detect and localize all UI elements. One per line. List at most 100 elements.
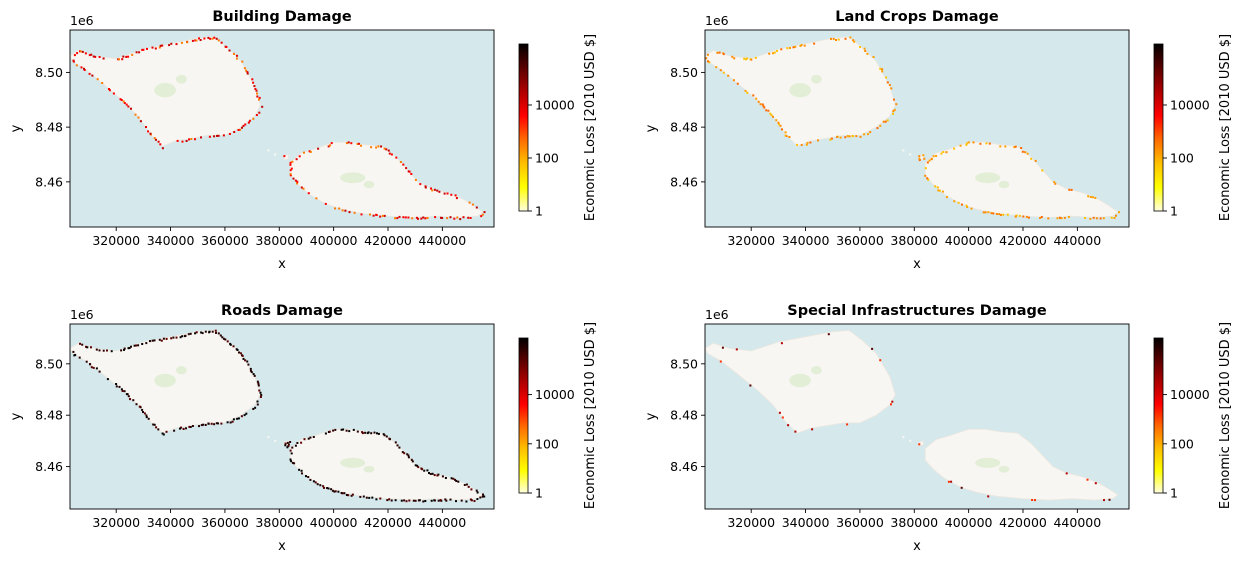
damage-pixel <box>252 373 255 376</box>
damage-pixel <box>145 342 148 345</box>
damage-pixel <box>286 441 289 444</box>
y-axis-label: y <box>9 412 24 420</box>
damage-pixel <box>296 442 299 444</box>
damage-pixel <box>208 330 211 333</box>
damage-pixel <box>130 345 132 348</box>
map-panel-1: Building Damage 320000 340000 360000 380000 4… <box>9 9 598 272</box>
damage-pixel <box>918 443 921 446</box>
damage-pixel <box>876 127 879 130</box>
damage-pixel <box>811 428 814 431</box>
damage-pixel <box>480 215 483 218</box>
damage-pixel <box>961 203 963 206</box>
colorbar-tick-label: 10000 <box>1170 387 1210 402</box>
damage-pixel <box>138 405 141 408</box>
damage-pixel <box>937 189 940 192</box>
damage-pixel <box>995 213 998 215</box>
damage-pixel <box>373 431 376 434</box>
damage-pixel <box>454 194 457 197</box>
damage-pixel <box>941 190 944 193</box>
damage-pixel <box>128 347 131 349</box>
damage-pixel <box>1004 145 1007 148</box>
damage-pixel <box>449 216 452 219</box>
damage-pixel <box>988 142 991 145</box>
damage-pixel <box>412 499 415 502</box>
damage-pixel <box>370 432 373 435</box>
damage-pixel <box>434 216 437 219</box>
damage-pixel <box>207 422 210 425</box>
damage-pixel <box>794 430 797 433</box>
damage-pixel <box>200 424 203 427</box>
damage-pixel <box>98 56 101 58</box>
damage-pixel <box>776 49 778 52</box>
damage-pixel <box>781 416 784 419</box>
damage-pixel <box>479 496 482 499</box>
damage-pixel <box>180 41 183 44</box>
damage-pixel <box>1091 196 1094 199</box>
damage-pixel <box>133 344 136 347</box>
damage-pixel <box>203 37 206 40</box>
damage-pixel <box>287 443 290 446</box>
damage-pixel <box>201 332 204 335</box>
damage-pixel <box>157 428 160 431</box>
damage-pixel <box>129 398 131 401</box>
damage-pixel <box>256 380 259 383</box>
damage-pixel <box>864 50 867 52</box>
islet <box>267 149 270 152</box>
damage-pixel <box>125 103 128 106</box>
damage-pixel <box>342 428 345 431</box>
damage-pixel <box>405 500 408 503</box>
damage-pixel <box>255 114 258 116</box>
damage-pixel <box>188 425 191 428</box>
damage-pixel <box>356 143 359 145</box>
map-area <box>70 324 494 509</box>
damage-pixel <box>240 415 243 418</box>
damage-pixel <box>236 54 238 57</box>
damage-pixel <box>312 480 315 483</box>
damage-pixel <box>377 432 380 435</box>
damage-pixel <box>715 66 718 69</box>
vegetation-patch <box>340 172 366 184</box>
damage-pixel <box>332 429 335 432</box>
damage-pixel <box>296 180 299 183</box>
damage-pixel <box>433 499 436 502</box>
damage-pixel <box>932 155 935 158</box>
damage-pixel <box>936 186 939 189</box>
damage-pixel <box>426 217 429 219</box>
damage-pixel <box>382 433 385 436</box>
damage-pixel <box>184 334 187 337</box>
x-tick-label: 380000 <box>255 233 303 248</box>
damage-pixel <box>789 47 791 49</box>
vegetation-patch <box>154 373 176 388</box>
colorbar-tick-label: 100 <box>535 150 559 165</box>
damage-pixel <box>446 192 449 195</box>
damage-pixel <box>1102 217 1105 220</box>
damage-pixel <box>762 105 765 108</box>
damage-pixel <box>732 79 735 82</box>
damage-pixel <box>998 213 1001 216</box>
damage-pixel <box>757 100 760 103</box>
x-tick-label: 420000 <box>999 233 1047 248</box>
damage-pixel <box>315 197 318 200</box>
damage-pixel <box>424 500 427 502</box>
damage-pixel <box>345 429 348 432</box>
damage-pixel <box>72 59 75 62</box>
damage-pixel <box>450 477 453 480</box>
damage-pixel <box>844 136 847 139</box>
x-tick-label: 440000 <box>1053 233 1101 248</box>
damage-pixel <box>256 403 259 406</box>
islet <box>267 435 270 439</box>
damage-pixel <box>151 339 154 342</box>
damage-pixel <box>327 145 330 148</box>
damage-pixel <box>228 49 231 52</box>
damage-pixel <box>170 42 173 45</box>
map-panel-4: Special Infrastructures Damage 320000 3400… <box>644 303 1233 554</box>
damage-pixel <box>419 183 422 186</box>
damage-pixel <box>327 487 330 490</box>
damage-pixel <box>987 495 990 498</box>
damage-pixel <box>770 114 773 117</box>
damage-pixel <box>90 346 92 349</box>
damage-pixel <box>1014 215 1017 218</box>
damage-pixel <box>799 44 802 47</box>
damage-pixel <box>125 393 128 396</box>
damage-pixel <box>718 51 721 54</box>
